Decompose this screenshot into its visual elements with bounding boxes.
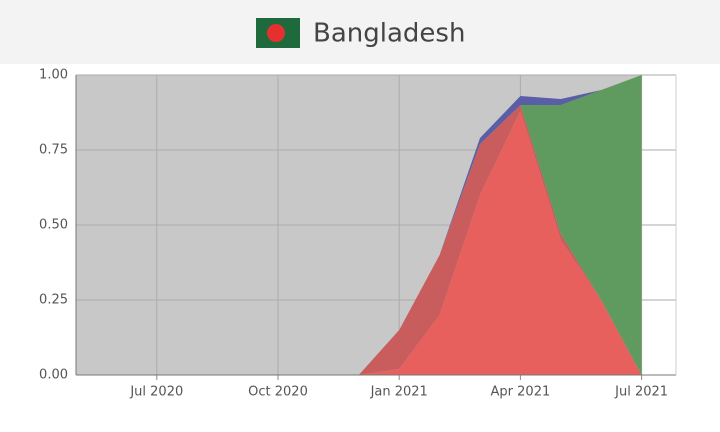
y-tick-label: 0.75 bbox=[39, 143, 68, 158]
chart-title: Bangladesh bbox=[313, 19, 465, 49]
x-tick-label: Oct 2020 bbox=[248, 385, 308, 400]
x-tick-label: Apr 2021 bbox=[491, 385, 551, 400]
y-tick-label: 0.25 bbox=[39, 293, 68, 308]
x-tick-label: Jul 2020 bbox=[129, 385, 183, 400]
y-tick-label: 0.00 bbox=[39, 368, 68, 383]
header bbox=[0, 0, 720, 64]
area bbox=[76, 75, 642, 375]
area bbox=[76, 111, 642, 375]
y-tick-label: 0.50 bbox=[39, 218, 68, 233]
x-tick-label: Jul 2021 bbox=[614, 385, 668, 400]
y-tick-label: 1.00 bbox=[39, 68, 68, 83]
x-tick-label: Jan 2021 bbox=[370, 385, 428, 400]
flag-disc bbox=[267, 24, 285, 42]
